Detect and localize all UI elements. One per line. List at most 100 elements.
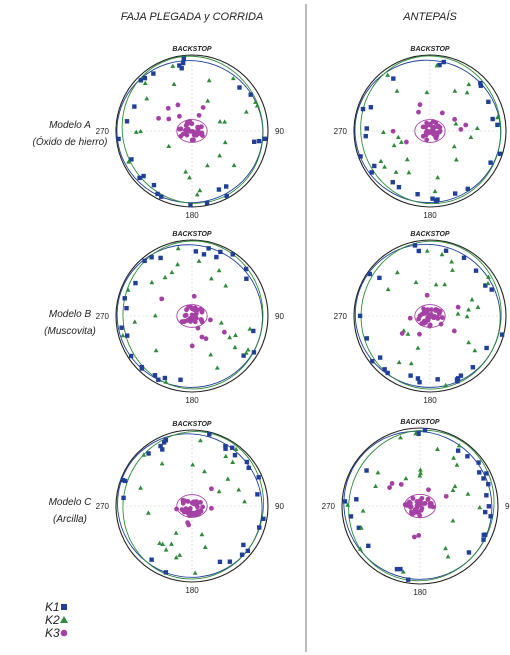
k2-triangle-marker — [162, 274, 168, 280]
k2-triangle-marker — [192, 570, 198, 575]
k3-circle-marker — [191, 137, 196, 143]
k1-square-marker — [120, 477, 125, 483]
k2-confidence-ellipse — [360, 240, 502, 390]
k2-triangle-marker — [415, 345, 421, 350]
k2-triangle-marker — [225, 476, 231, 481]
k2-triangle-marker — [133, 129, 139, 134]
k1-square-marker — [245, 548, 251, 553]
net-label-180: 180 — [185, 586, 199, 595]
k3-circle-marker — [191, 293, 197, 299]
k1-confidence-ellipse — [354, 59, 502, 203]
k3-circle-marker — [437, 128, 443, 134]
k1-square-marker — [364, 336, 370, 341]
k1-square-marker — [348, 514, 354, 519]
k1-square-marker — [139, 364, 144, 370]
k2-triangle-marker — [236, 487, 242, 492]
k2-triangle-marker — [393, 169, 399, 174]
k1-square-marker — [495, 122, 500, 128]
k1-square-marker — [481, 537, 486, 542]
k1-square-marker — [466, 550, 472, 555]
k1-square-marker — [483, 532, 488, 537]
legend-k2-label: K2 — [45, 613, 60, 627]
k1-square-marker — [465, 454, 470, 459]
k2-triangle-marker — [382, 164, 387, 169]
k3-circle-marker — [425, 497, 431, 502]
k3-circle-marker — [198, 499, 203, 505]
k1-square-marker — [216, 187, 222, 192]
k1-square-marker — [394, 566, 400, 572]
k3-circle-marker — [398, 482, 404, 487]
k2-triangle-marker — [466, 81, 472, 87]
k2-triangle-marker — [149, 279, 155, 285]
k3-confidence-ellipse — [414, 304, 446, 328]
k3-circle-marker — [207, 317, 213, 323]
k2-triangle-marker — [395, 134, 401, 140]
k2-triangle-marker — [217, 153, 222, 158]
k3-circle-marker — [178, 133, 184, 139]
k1-square-marker — [354, 497, 359, 502]
k2-triangle-marker — [450, 518, 456, 523]
k3-circle-marker — [423, 130, 429, 136]
k1-square-marker — [230, 252, 235, 257]
k3-circle-marker — [203, 336, 209, 342]
k2-triangle-marker — [187, 175, 192, 180]
k1-square-marker — [262, 136, 268, 141]
k1-square-marker — [486, 99, 491, 105]
left-column-title: FAJA PLEGADA y CORRIDA — [121, 11, 264, 23]
k3-circle-marker — [185, 520, 191, 526]
k1-square-marker — [138, 78, 143, 83]
k2-triangle-marker — [173, 530, 179, 535]
k3-circle-marker — [406, 499, 412, 505]
k2-triangle-marker — [435, 446, 440, 451]
stereonet-a-left: BACKSTOP 90 180 270 — [96, 46, 285, 220]
k3-circle-marker — [196, 112, 202, 118]
k1-square-marker — [163, 570, 169, 575]
k2-triangle-marker — [495, 114, 500, 120]
k2-triangle-marker — [197, 187, 203, 193]
k1-square-marker — [483, 283, 488, 288]
k3-circle-marker — [399, 331, 405, 336]
k1-square-marker — [207, 432, 212, 437]
k2-triangle-marker — [443, 382, 449, 388]
k2-triangle-marker — [214, 365, 220, 370]
k3-circle-marker — [427, 323, 433, 329]
k2-triangle-marker — [205, 98, 211, 103]
k3-confidence-ellipse — [176, 494, 208, 518]
k1-square-marker — [178, 377, 183, 382]
k3-circle-marker — [417, 102, 423, 108]
k2-triangle-marker — [218, 320, 224, 325]
k1-square-marker — [497, 151, 503, 157]
k2-triangle-marker — [120, 332, 126, 338]
k2-triangle-marker — [453, 157, 459, 162]
k2-triangle-marker — [375, 470, 381, 475]
k2-triangle-marker — [132, 319, 138, 324]
k3-circle-marker — [429, 307, 434, 313]
k1-square-marker — [490, 116, 495, 122]
k1-square-marker — [488, 514, 493, 519]
k2-confidence-ellipse — [122, 240, 264, 390]
k2-triangle-marker — [424, 248, 430, 253]
k1-square-marker — [367, 271, 373, 277]
k2-triangle-marker — [404, 156, 410, 162]
net-label-90: 90 — [275, 127, 284, 136]
k2-triangle-marker — [396, 359, 402, 365]
k3-circle-marker — [421, 306, 427, 312]
k2-triangle-marker — [216, 488, 222, 494]
net-primitive-circle — [341, 427, 499, 585]
k1-square-marker — [129, 157, 134, 162]
k2-triangle-marker — [477, 504, 483, 510]
k3-circle-marker — [414, 499, 420, 504]
k2-triangle-marker — [357, 546, 363, 551]
k2-triangle-marker — [385, 286, 391, 292]
k1-square-marker — [377, 355, 383, 360]
k1-square-marker — [152, 373, 158, 378]
k1-square-marker — [188, 202, 193, 208]
net-label-180: 180 — [423, 211, 437, 220]
k1-square-marker — [239, 552, 245, 557]
k2-triangle-marker — [468, 134, 474, 140]
k3-circle-marker — [420, 501, 426, 507]
k1-square-marker — [489, 287, 494, 292]
k1-square-marker — [124, 305, 129, 311]
k3-circle-marker — [432, 314, 438, 319]
k2-triangle-marker — [385, 72, 391, 77]
